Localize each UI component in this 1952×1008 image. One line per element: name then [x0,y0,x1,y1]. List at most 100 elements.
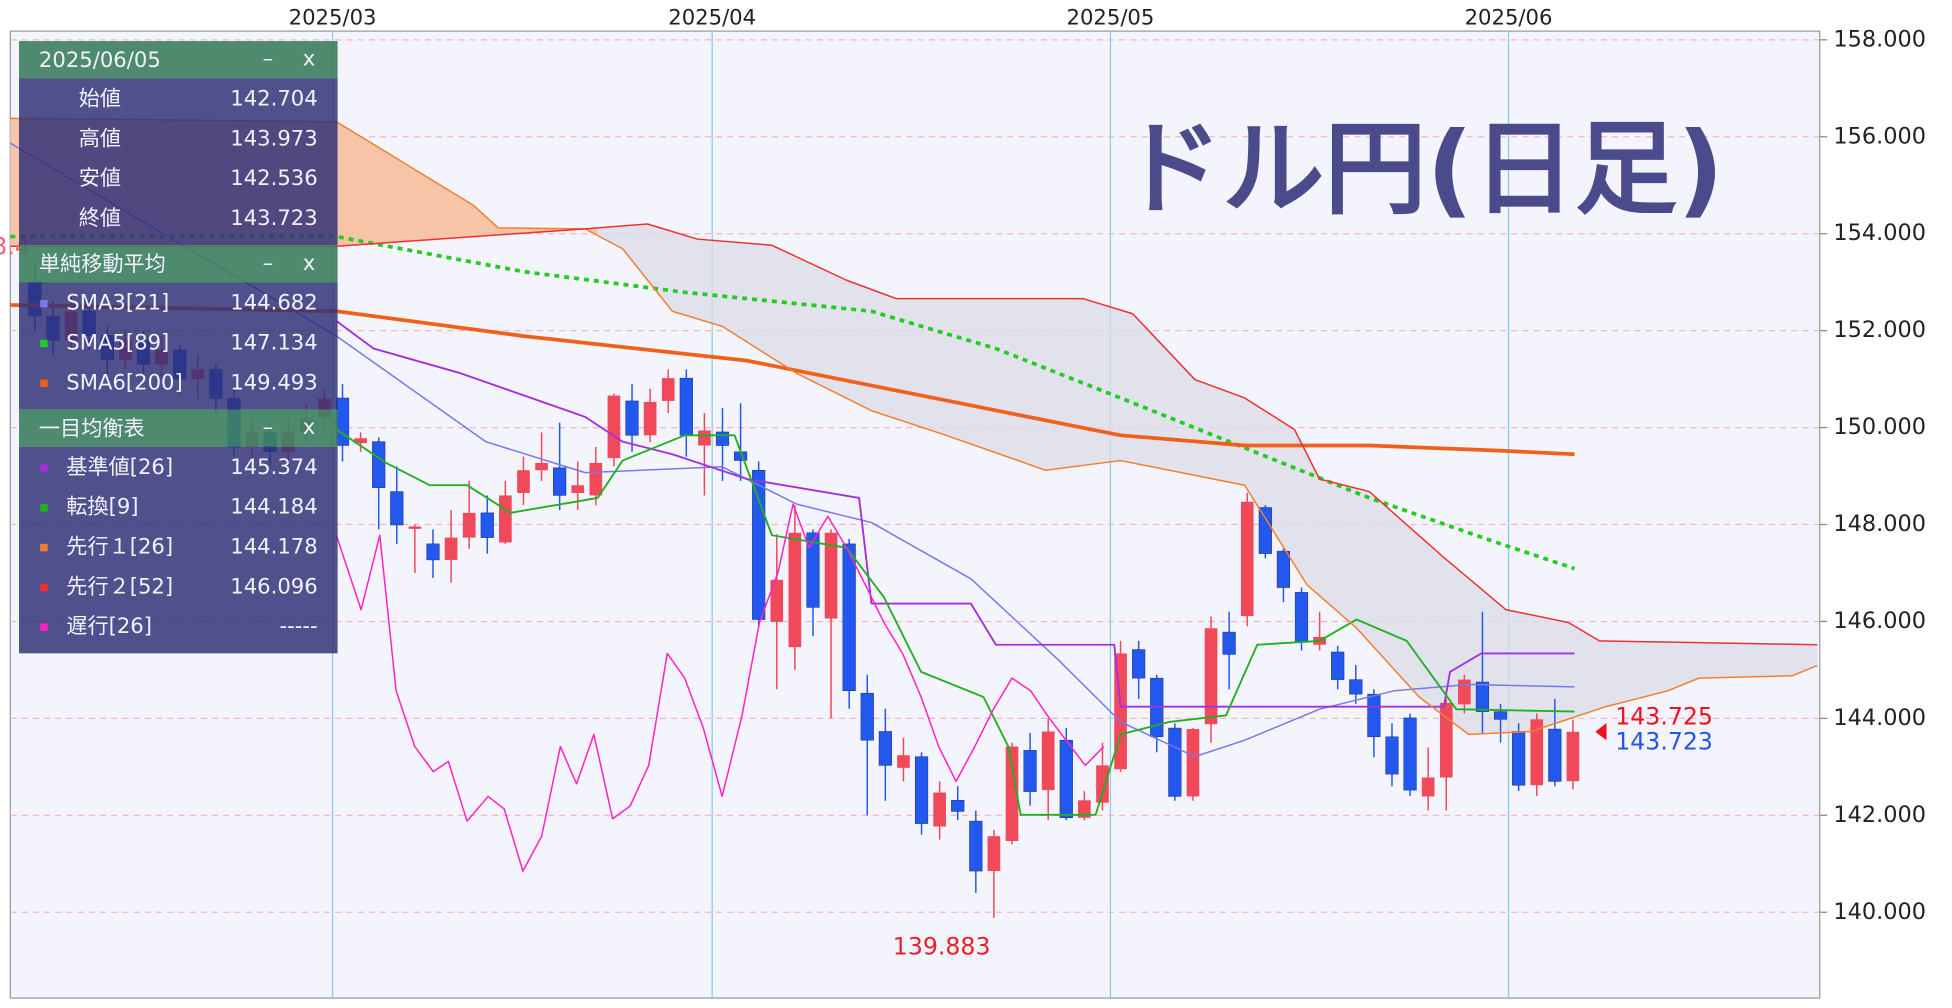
indicator-line [10,234,1576,571]
candle-body [1258,507,1272,554]
candle-body [643,401,657,436]
close-button[interactable]: x [303,250,316,275]
candle-body [1458,679,1471,705]
indicator-line [10,142,1575,758]
legend-value: 146.096 [230,573,317,598]
panel-header [19,245,338,283]
candle-body [1367,693,1381,738]
candle-body [1041,731,1055,791]
x-tick-label: 2025/03 [289,5,377,30]
minimize-button[interactable]: – [263,46,274,71]
indicator-line [10,117,1818,736]
indicator-line [335,320,1575,708]
y-tick-label: 146.000 [1833,608,1926,634]
panel-header-title: 2025/06/05 [39,47,161,72]
candle-body [1349,679,1363,695]
candle-body [499,495,512,543]
candle-body [987,836,1001,872]
candle-body [1078,800,1091,818]
y-tick-label: 142.000 [1833,802,1926,828]
minimize-button[interactable]: – [263,414,274,439]
legend-swatch [40,299,48,308]
legend-swatch [40,623,48,631]
legend-name: 先行２[52] [66,573,173,598]
candle-body [914,756,929,824]
candle-body [1276,550,1291,588]
minimize-button[interactable]: – [263,250,274,275]
candle-body [770,579,784,622]
candle-body [1493,711,1508,720]
candle-body [661,378,675,401]
x-tick-label: 2025/04 [668,5,756,30]
candle-body [1204,628,1218,725]
candle-body [951,800,965,812]
candle-body [1385,736,1399,775]
candle-body [1240,501,1254,617]
candle-body [480,512,494,538]
close-button[interactable]: x [303,414,316,439]
candle-body [462,512,476,538]
panel-header-title: 一目均衡表 [39,415,145,440]
panel-body [19,446,338,654]
x-tick-label: 2025/05 [1067,5,1155,30]
current-price-marker [1595,723,1607,741]
ohlc-label: 始値 [79,86,121,111]
candle-body [752,469,766,620]
legend-value: 145.374 [230,454,317,479]
indicator-line [335,503,1105,872]
candle-body [878,731,892,766]
candle-body [408,526,422,529]
low-label: 139.883 [893,932,991,960]
candle-body [806,532,820,608]
candle-body [1132,649,1146,679]
indicator-line [10,223,1818,646]
candle-body [788,532,802,648]
ohlc-label: 終値 [79,205,121,230]
legend-swatch [40,583,48,592]
legend-name: SMA5[89] [66,329,169,354]
ohlc-value: 143.723 [230,205,317,230]
y-tick-label: 154.000 [1833,220,1926,246]
legend-name: 転換[9] [66,494,138,519]
legend-swatch [40,379,48,388]
legend-swatch [40,504,48,512]
y-tick-label: 152.000 [1833,317,1926,343]
y-tick-label: 140.000 [1833,899,1926,925]
legend-value: ----- [280,613,318,638]
candle-body [426,543,440,561]
candle-body [553,467,567,496]
ohlc-value: 143.973 [230,125,317,150]
legend-name: 基準値[26] [66,454,173,479]
candle-body [1530,719,1544,786]
legend-name: SMA3[21] [66,290,169,315]
ohlc-label: 高値 [79,125,121,150]
legend-swatch [40,543,48,552]
close-button[interactable]: x [303,46,316,71]
candle-body [535,462,548,471]
candle-body [390,491,404,526]
candle-body [517,470,530,494]
ohlc-label: 安値 [79,165,121,190]
candle-body [969,820,983,872]
candle-body [933,792,946,827]
candle-body [444,537,458,560]
y-tick-label: 150.000 [1833,414,1926,440]
cloud [10,118,1818,735]
candle-body [897,755,910,768]
legend-swatch [40,339,48,348]
legend-value: 144.682 [230,290,317,315]
legend-name: 遅行[26] [66,613,152,638]
legend-swatch [40,464,48,472]
candle-body [679,377,693,436]
legend-value: 144.184 [230,494,317,519]
legend-name: SMA6[200] [66,369,182,394]
panel-body [19,78,338,246]
data-panel: 2025/06/05 – x 始値 142.704 高値 143.973 安値 142.536 終… [19,41,338,654]
panel-body [19,282,338,410]
last-close-label: 143.723 [1615,727,1713,755]
y-tick-label: 148.000 [1833,511,1926,537]
candle-body [1331,651,1345,680]
candle-body [715,431,730,446]
